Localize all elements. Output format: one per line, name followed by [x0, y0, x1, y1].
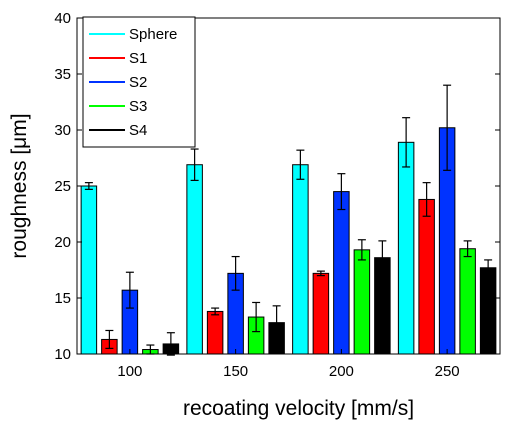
- error-bar-s1-200: [316, 270, 325, 277]
- bar-sphere-150: [186, 164, 203, 355]
- error-bar-s3-150: [252, 301, 261, 333]
- error-bar-s1-100: [105, 329, 114, 349]
- legend-label: S3: [129, 98, 147, 115]
- x-axis-label: recoating velocity [mm/s]: [183, 397, 414, 420]
- legend: Sphere S1 S2 S3 S4: [82, 16, 196, 148]
- error-bar-s2-150: [231, 255, 240, 291]
- y-axis: 10 15 20 25 30 35 40: [54, 10, 500, 363]
- x-tick-label: 150: [223, 363, 248, 380]
- legend-label: S1: [129, 50, 147, 67]
- bars-layer: [80, 127, 497, 355]
- y-axis-label: roughness [μm]: [8, 113, 31, 258]
- error-bar-s2-250: [443, 84, 452, 171]
- error-bar-sphere-250: [402, 117, 411, 168]
- bar-sphere-250: [397, 141, 415, 355]
- error-bar-sphere-200: [296, 149, 305, 180]
- y-tick-label: 10: [54, 346, 71, 363]
- legend-label: S2: [129, 74, 147, 91]
- error-bar-s4-200: [378, 240, 387, 276]
- y-tick-label: 35: [54, 66, 71, 83]
- y-tick-label: 20: [54, 234, 71, 251]
- error-bars-layer: [84, 84, 493, 356]
- error-bar-s3-200: [357, 239, 366, 261]
- bar-sphere-200: [292, 164, 309, 355]
- error-bar-sphere-150: [190, 148, 199, 181]
- bar-s1-250: [418, 198, 435, 355]
- error-bar-s4-150: [272, 305, 281, 341]
- x-tick-label: 100: [117, 363, 142, 380]
- error-bar-s4-100: [166, 332, 175, 356]
- legend-label: S4: [129, 122, 147, 139]
- error-bar-s4-250: [484, 259, 493, 277]
- error-bar-s1-250: [422, 182, 431, 217]
- bar-sphere-100: [80, 185, 98, 355]
- error-bar-sphere-100: [84, 182, 93, 190]
- bar-s2-200: [333, 191, 350, 355]
- x-axis: 100 150 200 250: [117, 349, 460, 380]
- error-bar-s1-150: [211, 307, 220, 316]
- x-tick-label: 200: [329, 363, 354, 380]
- error-bar-s2-200: [337, 173, 346, 211]
- y-tick-label: 25: [54, 178, 71, 195]
- bar-s1-150: [206, 310, 224, 355]
- y-tick-label: 30: [54, 122, 71, 139]
- bar-s3-250: [459, 248, 476, 355]
- y-tick-label: 40: [54, 10, 71, 27]
- y-tick-label: 15: [54, 290, 71, 307]
- bar-s4-250: [479, 267, 497, 355]
- error-bar-s2-100: [125, 271, 134, 309]
- error-bar-s3-250: [463, 240, 472, 258]
- bar-s1-200: [312, 272, 330, 355]
- x-tick-label: 250: [435, 363, 460, 380]
- bar-s3-200: [353, 249, 371, 355]
- legend-label: Sphere: [129, 26, 177, 43]
